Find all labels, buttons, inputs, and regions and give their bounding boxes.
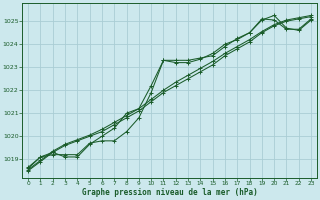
X-axis label: Graphe pression niveau de la mer (hPa): Graphe pression niveau de la mer (hPa) <box>82 188 258 197</box>
